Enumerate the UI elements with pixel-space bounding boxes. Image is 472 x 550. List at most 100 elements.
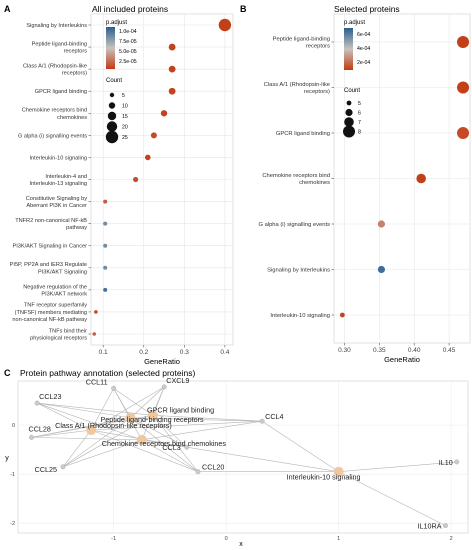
panel-a-legend-tick: 7.5e-05 [119,39,137,45]
y-tick-label: Constitutive Signaling by Aberrant PI3K i… [26,196,87,209]
panel-b-size-legend: 5 6 7 8 [343,100,361,138]
y-tick-label-line: (TNFSF) members mediating [15,310,87,316]
size-legend-label: 8 [358,130,361,136]
y-tick-label-line: Chemokine receptors bind [22,108,87,114]
gene-node [161,384,167,390]
data-point [457,36,470,48]
y-tick-label-line: chemokines [299,180,330,186]
x-tick-label: 0.1 [99,349,108,356]
panel-c-letter: C [4,368,11,378]
size-legend-label: 5 [122,93,125,99]
network-edge [37,402,154,416]
gene-node [454,459,460,465]
panel-b-color-bar [344,28,353,70]
data-point [103,287,108,292]
data-point [168,87,176,95]
x-tick-label: 0 [225,536,228,542]
node-label: CCL20 [202,463,224,472]
data-point [94,310,98,314]
y-tick-label-line: Peptide ligand-binding [273,36,330,42]
y-tick-label-line: Interleukin-10 signaling [270,313,330,319]
gene-node [443,523,448,529]
y-tick-label-line: Signaling by Interleukins [26,23,87,29]
y-tick-label: G alpha (i) signalling events [258,222,330,228]
panel-b-legend-size-title: Count [344,88,360,94]
y-tick-label-line: PI3K/AKT Signaling [38,269,87,275]
y-tick-label-line: Class A/1 (Rhodopsin-like [23,64,87,70]
y-tick-label-line: PI3K/AKT network [41,291,87,297]
size-legend-label: 10 [122,104,128,110]
pathway-node [86,425,97,436]
network-edge [261,420,339,472]
network-edge [130,417,187,448]
panel-b-legend-tick: 2e-04 [357,60,370,66]
y-tick-label-line: Interleukin-10 signaling [29,155,87,161]
x-tick-label: 0.3 [180,349,189,356]
x-tick-label: -1 [111,536,116,542]
size-legend-dot [108,102,116,109]
node-label: GPCR ligand binding [147,405,214,414]
panel-a-legend-tick: 2.5e-05 [119,59,137,65]
y-tick-label-line: chemokines [57,115,87,121]
y-tick-label: Chemokine receptors bind chemokines [262,173,330,186]
panel-b-letter: B [240,4,247,14]
size-legend-label: 6 [358,111,361,117]
panel-b-title: Selected proteins [334,4,400,14]
node-label: IL10 [439,458,453,467]
pathway-node [136,434,147,445]
data-point [416,173,426,184]
node-label: CCL4 [265,412,283,421]
y-tick-label-line: physiological receptors [30,336,87,342]
data-point [103,243,108,248]
panel-c-marks: -1 0 1 2 0 -1 -2 CCL23 CCL11 CXCL9 CCL28 CCL25 CCL4 C… [10,376,468,542]
gene-node [195,469,201,475]
panel-a-color-bar [106,27,115,69]
network-edge [152,415,187,448]
y-tick-label-line: receptors [306,44,330,50]
y-tick-label: Class A/1 (Rhodopsin-like receptors) [23,64,87,77]
size-legend-dot [343,125,355,138]
y-tick-label-line: Signaling by Interleukins [267,268,330,274]
y-tick-label-line: receptors) [62,71,87,77]
y-tick-label-line: receptors) [304,89,330,95]
network-edge [91,420,263,431]
data-point [377,220,386,228]
node-label: CCL11 [86,377,108,386]
y-tick-label: Peptide ligand-binding receptors [32,41,88,54]
y-tick-label-line: Class A/1 (Rhodopsin-like [264,82,330,88]
node-label: CXCL9 [166,376,189,385]
network-edge [62,439,142,468]
y-tick-label: Interleukin-4 and Interleukin-13 signalin… [29,174,87,187]
y-tick-label: Signaling by Interleukins [267,268,330,274]
panel-c-ylabel: y [5,455,9,462]
size-legend-label: 7 [358,120,361,126]
y-tick-label: Class A/1 (Rhodopsin-like receptors) [264,82,330,95]
panel-a-legend-tick: 1.0e-04 [119,29,137,35]
node-label: Class A/1 (Rhodopsin-like receptors) [55,421,172,430]
gene-node [259,418,265,424]
y-tick-label: Peptide ligand-binding receptors [273,36,330,49]
network-edge [37,402,142,441]
y-tick-label-line: TNF receptor superfamily [24,303,87,309]
gene-node [34,400,40,406]
y-tick-label: TNF receptor superfamily (TNFSF) members … [12,303,87,323]
panel-b-legend-tick: 4e-04 [357,46,370,52]
size-legend-label: 5 [358,101,361,107]
y-tick-label: PI3K/AKT Signaling in Cancer [12,244,87,250]
x-tick-label: 0.35 [373,347,386,354]
size-legend-label: 20 [122,125,128,131]
y-tick-label-line: Interleukin-4 and [45,174,87,180]
node-label: CCL3 [162,443,180,452]
y-tick-label-line: G alpha (i) signalling events [258,222,330,228]
node-label: Chemokine receptors bind chemokines [102,439,227,448]
pathway-node [148,410,158,421]
data-point [339,312,345,318]
node-label: CCL28 [29,424,51,433]
network-edge [37,402,131,419]
panel-b-legend-color-title: p.adjust [344,20,365,26]
network-edge [31,429,92,438]
y-tick-label: PI5P, PP2A and IER3 Regulate PI3K/AKT Sig… [10,262,87,275]
y-tick-label-line: pathway [66,225,87,231]
x-tick-label: 2 [450,536,453,542]
network-edge [90,386,165,431]
